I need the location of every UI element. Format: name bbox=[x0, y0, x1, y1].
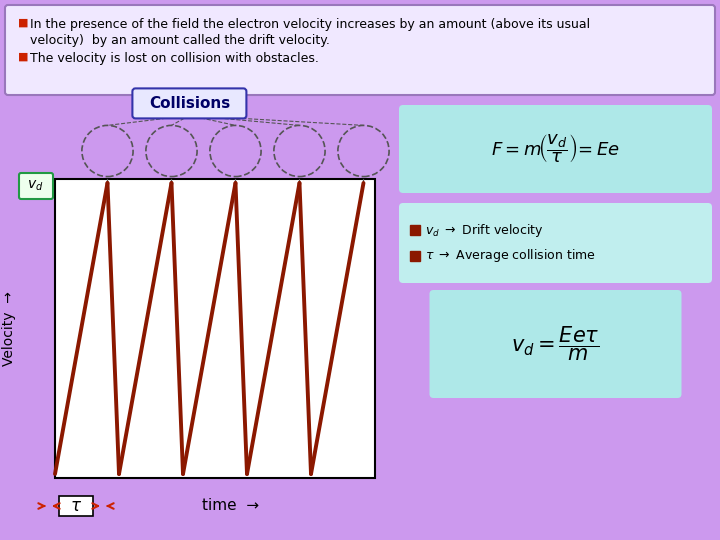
Text: $\tau$: $\tau$ bbox=[70, 497, 82, 515]
Text: Collisions: Collisions bbox=[149, 96, 230, 111]
Text: $F = m\!\left(\dfrac{v_d}{\tau}\right)\! = Ee$: $F = m\!\left(\dfrac{v_d}{\tau}\right)\!… bbox=[491, 132, 620, 165]
Bar bbox=[59, 496, 93, 516]
Text: In the presence of the field the electron velocity increases by an amount (above: In the presence of the field the electro… bbox=[30, 18, 590, 31]
FancyBboxPatch shape bbox=[132, 89, 246, 118]
FancyBboxPatch shape bbox=[399, 105, 712, 193]
FancyBboxPatch shape bbox=[19, 173, 53, 199]
Text: ■: ■ bbox=[18, 18, 29, 28]
Bar bbox=[55, 179, 375, 478]
Text: $v_d = \dfrac{Ee\tau}{m}$: $v_d = \dfrac{Ee\tau}{m}$ bbox=[511, 325, 600, 363]
Text: Velocity  →: Velocity → bbox=[2, 291, 16, 366]
Text: ■: ■ bbox=[18, 52, 29, 62]
FancyBboxPatch shape bbox=[5, 5, 715, 95]
FancyBboxPatch shape bbox=[399, 203, 712, 283]
Text: $v_d$ $\rightarrow$ Drift velocity: $v_d$ $\rightarrow$ Drift velocity bbox=[425, 221, 544, 239]
Text: $v_d$: $v_d$ bbox=[27, 179, 43, 193]
FancyBboxPatch shape bbox=[430, 290, 682, 398]
Text: velocity)  by an amount called the drift velocity.: velocity) by an amount called the drift … bbox=[30, 34, 330, 47]
Text: The velocity is lost on collision with obstacles.: The velocity is lost on collision with o… bbox=[30, 52, 319, 65]
Text: time  →: time → bbox=[202, 498, 260, 514]
Text: $\tau$ $\rightarrow$ Average collision time: $\tau$ $\rightarrow$ Average collision t… bbox=[425, 247, 596, 265]
